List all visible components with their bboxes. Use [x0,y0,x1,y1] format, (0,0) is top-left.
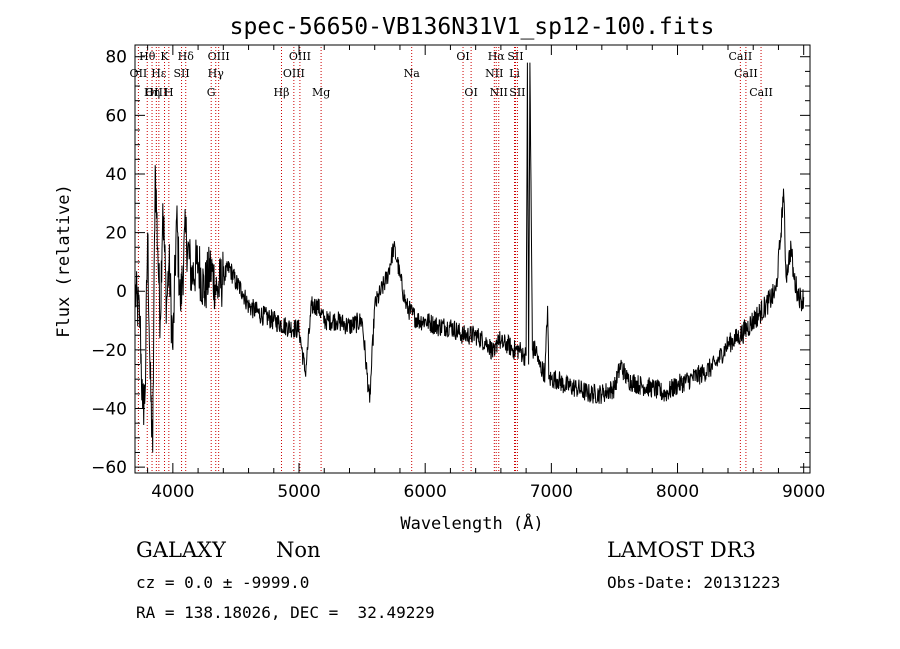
line-marker-label: Hη [144,86,160,99]
y-tick-label: 20 [105,224,127,244]
plot-frame [134,44,811,474]
object-subclass: Non [276,538,321,562]
line-marker-label: Hδ [178,50,195,63]
line-marker-label: OIII [283,67,305,80]
line-marker-label: CaII [729,50,753,63]
line-marker-label: CaII [734,67,758,80]
y-tick-label: 80 [105,48,127,68]
line-marker-label: NII [485,67,503,80]
line-marker-label: OIII [208,50,230,63]
x-tick-label: 5000 [277,482,320,502]
line-marker-label: K [160,50,169,63]
x-tick-label: 8000 [656,482,699,502]
line-marker-label: OI [464,86,477,99]
redshift-cz: cz = 0.0 ± -9999.0 [136,573,310,592]
line-marker-label: G [207,86,216,99]
y-axis: −60 −40 −20 0 20 40 60 80 [91,48,810,478]
x-tick-label: 9000 [782,482,825,502]
line-marker-label: OI [456,50,469,63]
line-marker-label: OIII [145,86,167,99]
chart-title: spec-56650-VB136N31V1_sp12-100.fits [230,14,715,40]
line-marker-label: SII [173,67,189,80]
line-marker-label: Mg [312,86,330,99]
line-marker-label: H [164,86,174,99]
line-marker-label: OII [130,67,148,80]
line-marker-label: SII [507,50,523,63]
x-axis: 4000 5000 6000 7000 8000 9000 [147,45,825,502]
line-marker-label: Hγ [208,67,225,80]
y-tick-label: 0 [116,282,127,302]
line-marker-label: Hβ [274,86,290,99]
x-tick-label: 7000 [530,482,573,502]
line-marker-label: SII [509,86,525,99]
line-marker-label: OIII [289,50,311,63]
line-marker-label: CaII [749,86,773,99]
y-tick-label: −20 [91,341,127,361]
ra-dec-coordinates: RA = 138.18026, DEC = 32.49229 [136,603,435,622]
line-marker-label: Hε [151,67,167,80]
y-tick-label: 60 [105,106,127,126]
object-class: GALAXY [136,538,226,562]
x-tick-label: 4000 [151,482,194,502]
observation-date: Obs-Date: 20131223 [607,573,781,592]
line-marker-label: Li [509,67,520,80]
line-marker-label: NII [490,86,508,99]
x-axis-label: Wavelength (Å) [400,512,543,534]
survey-name: LAMOST DR3 [607,538,756,562]
line-marker-label: Hα [488,50,506,63]
line-marker-label: Na [404,67,421,80]
y-tick-label: −60 [91,458,127,478]
spectrum-line [134,62,805,453]
y-tick-label: −40 [91,400,127,420]
x-tick-label: 6000 [404,482,447,502]
y-axis-label: Flux (relative) [54,184,74,338]
y-tick-label: 40 [105,165,127,185]
